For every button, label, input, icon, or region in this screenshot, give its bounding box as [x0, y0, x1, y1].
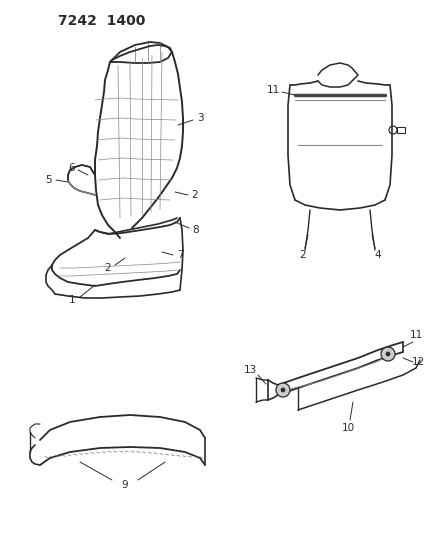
Text: 8: 8 [193, 225, 199, 235]
Text: 7242  1400: 7242 1400 [58, 14, 146, 28]
Circle shape [381, 347, 395, 361]
Text: 4: 4 [374, 250, 381, 260]
Text: 3: 3 [197, 113, 203, 123]
Text: 5: 5 [45, 175, 51, 185]
Text: 11: 11 [267, 85, 280, 95]
Text: 2: 2 [192, 190, 198, 200]
Text: 7: 7 [177, 250, 183, 260]
Text: 12: 12 [411, 357, 425, 367]
Text: 2: 2 [105, 263, 111, 273]
Circle shape [386, 352, 390, 356]
Text: 1: 1 [68, 295, 75, 305]
Text: 2: 2 [300, 250, 306, 260]
Text: 10: 10 [342, 423, 354, 433]
Text: 11: 11 [409, 330, 422, 340]
Circle shape [276, 383, 290, 397]
Text: 6: 6 [68, 163, 75, 173]
Text: 9: 9 [122, 480, 128, 490]
Circle shape [281, 388, 285, 392]
Text: 13: 13 [244, 365, 257, 375]
